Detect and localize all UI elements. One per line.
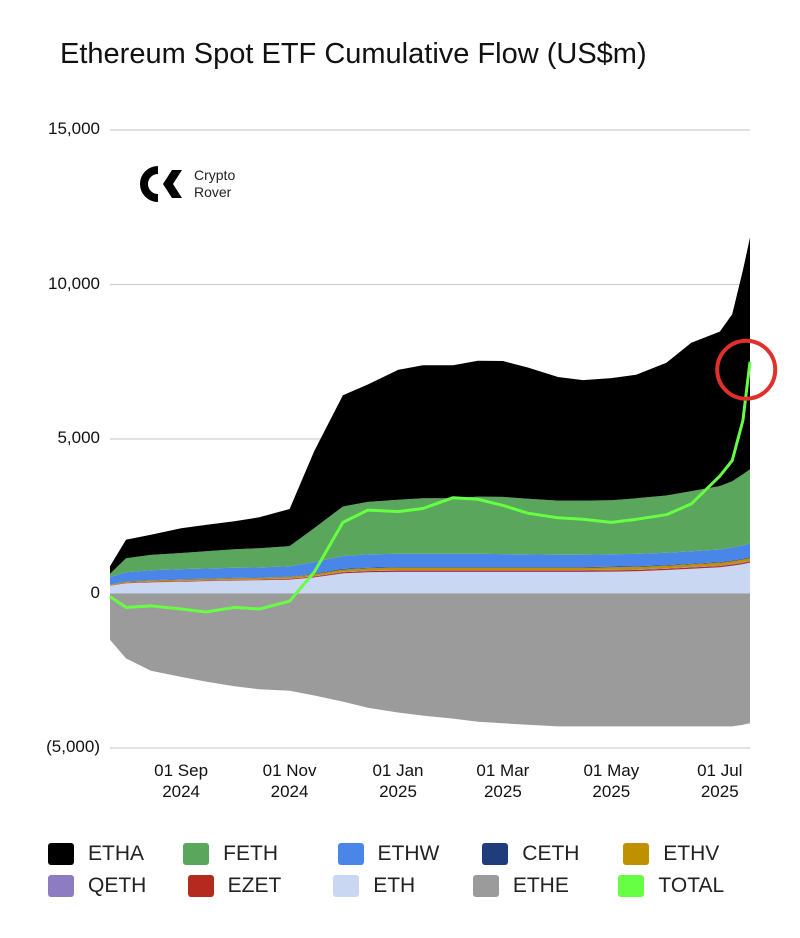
legend-item-feth: FETH (183, 842, 315, 866)
legend-label: ETHE (512, 874, 569, 897)
legend-swatch (187, 875, 214, 897)
legend-item-ceth: CETH (482, 842, 601, 866)
cr-logo-icon (140, 166, 182, 202)
legend-label: QETH (88, 874, 147, 897)
legend-label: ETH (373, 874, 416, 897)
annotations (715, 338, 778, 401)
y-tick-label: (5,000) (46, 737, 100, 756)
legend-label: FETH (223, 842, 278, 865)
legend-item-eth: ETH (333, 874, 451, 898)
area-etha (110, 237, 750, 574)
line-total (109, 361, 752, 614)
total-line-series (109, 361, 752, 614)
area-qeth (110, 560, 750, 586)
area-ethe (110, 593, 750, 727)
highlight-circle (715, 338, 778, 401)
legend-swatch (183, 843, 210, 865)
legend-item-etha: ETHA (48, 842, 161, 866)
legend-swatch (618, 875, 645, 897)
area-feth (110, 469, 750, 577)
legend-label: TOTAL (658, 874, 725, 897)
x-tick-label: 01 Sep 2024 (154, 761, 209, 801)
legend-label: ETHA (88, 842, 145, 865)
legend-item-ezet: EZET (187, 874, 312, 898)
legend: ETHA FETH ETHW CETH ETHV QETH EZET ETH ETHE TOTA… (48, 838, 768, 902)
watermark-line2: Rover (194, 184, 232, 200)
y-tick-label: 15,000 (48, 119, 100, 138)
legend-swatch (472, 875, 499, 897)
y-tick-label: 5,000 (57, 428, 100, 447)
legend-label: ETHW (377, 842, 440, 865)
y-tick-label: 0 (90, 582, 100, 602)
legend-item-ethw: ETHW (337, 842, 461, 866)
legend-label: CETH (522, 842, 580, 865)
x-tick-label: 01 Jul 2025 (697, 761, 743, 801)
watermark-line1: Crypto (194, 167, 236, 183)
chart-title: Ethereum Spot ETF Cumulative Flow (US$m) (60, 38, 647, 70)
legend-swatch (623, 843, 650, 865)
legend-label: EZET (227, 874, 282, 897)
legend-item-total: TOTAL (618, 874, 746, 898)
x-tick-label: 01 Nov 2024 (262, 761, 317, 801)
area-ethw (110, 543, 750, 585)
legend-item-ethv: ETHV (623, 842, 746, 866)
legend-swatch (48, 875, 74, 897)
legend-item-ethe: ETHE (472, 874, 597, 898)
area-eth (110, 562, 750, 594)
x-tick-label: 01 Mar 2025 (476, 761, 530, 801)
y-tick-label: 10,000 (48, 273, 100, 293)
area-ezet (110, 561, 750, 586)
area-ethv (110, 558, 750, 586)
legend-swatch (48, 843, 74, 865)
legend-label: ETHV (663, 842, 720, 865)
x-tick-label: 01 May 2025 (583, 761, 640, 801)
watermark-logo: Crypto Rover (136, 166, 235, 202)
legend-swatch (333, 875, 360, 897)
x-tick-label: 01 Jan 2025 (372, 761, 424, 801)
legend-item-qeth: QETH (48, 874, 166, 898)
area-series (110, 237, 750, 727)
legend-swatch (482, 843, 509, 865)
legend-swatch (337, 843, 364, 865)
